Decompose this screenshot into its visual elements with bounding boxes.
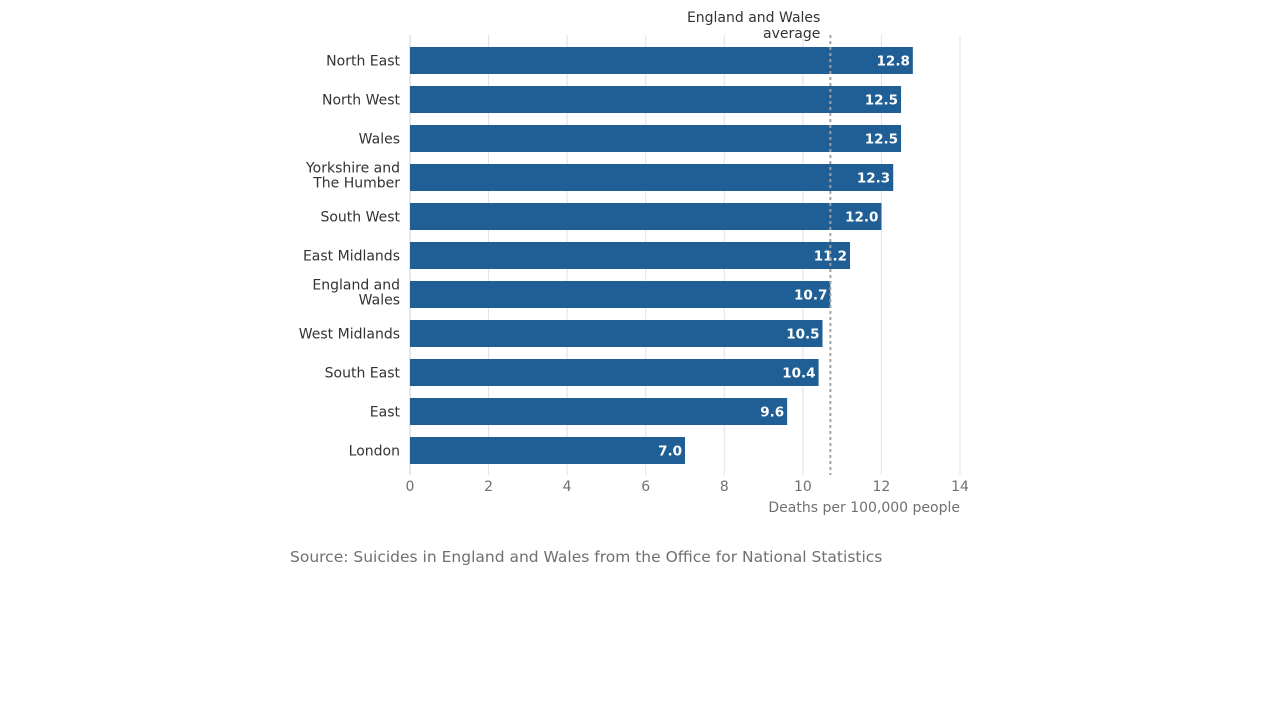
bar [410,86,902,113]
bar [410,398,788,425]
category-label-line: Yorkshire and [305,161,400,177]
category-label-line: The Humber [312,176,400,192]
x-tick-label: 4 [563,479,572,495]
bar [410,437,685,464]
category-label: West Midlands [299,327,400,343]
bar-value-label: 11.2 [814,249,847,265]
bar-value-label: 12.0 [845,210,878,226]
category-label: England and Wales [312,278,400,309]
source-note: Source: Suicides in England and Wales fr… [290,548,883,566]
bar-value-label: 9.6 [760,405,784,421]
x-tick-label: 8 [720,479,729,495]
average-reference-label-line: average [763,26,820,42]
x-tick-label: 0 [406,479,415,495]
bar [410,320,823,347]
category-label: South East [325,366,401,382]
bar-value-label: 12.8 [877,54,910,70]
x-tick-label: 12 [873,479,891,495]
bar [410,359,819,386]
category-label: North East [326,54,400,70]
x-tick-label: 2 [484,479,493,495]
bar-value-label: 7.0 [658,444,682,460]
bar-value-label: 12.5 [865,132,898,148]
average-reference-label-line: England and Wales [687,10,820,26]
category-label: Wales [359,132,400,148]
bar [410,47,913,74]
category-label: East Midlands [303,249,400,265]
bar [410,125,902,152]
x-tick-label: 10 [794,479,812,495]
category-label: East [370,405,401,421]
category-label-line: England and [312,278,400,294]
x-tick-label: 6 [641,479,650,495]
bar-value-label: 12.5 [865,93,898,109]
category-label: South West [320,210,400,226]
bar-value-label: 10.7 [794,288,827,304]
bar-value-label: 10.4 [782,366,815,382]
bar-value-label: 10.5 [786,327,819,343]
bar-chart: 12.8 North East 12.5 North West 12.5 Wales 12.… [299,10,969,516]
category-label: London [349,444,400,460]
bar [410,242,850,269]
bar [410,164,894,191]
bar [410,281,831,308]
category-label: North West [322,93,401,109]
x-tick-label: 14 [951,479,969,495]
category-label-line: Wales [359,293,400,309]
average-reference-label: England and Wales average [687,10,820,42]
category-label: Yorkshire and The Humber [305,161,400,192]
x-axis-title: Deaths per 100,000 people [768,500,960,516]
bar [410,203,882,230]
bar-value-label: 12.3 [857,171,890,187]
